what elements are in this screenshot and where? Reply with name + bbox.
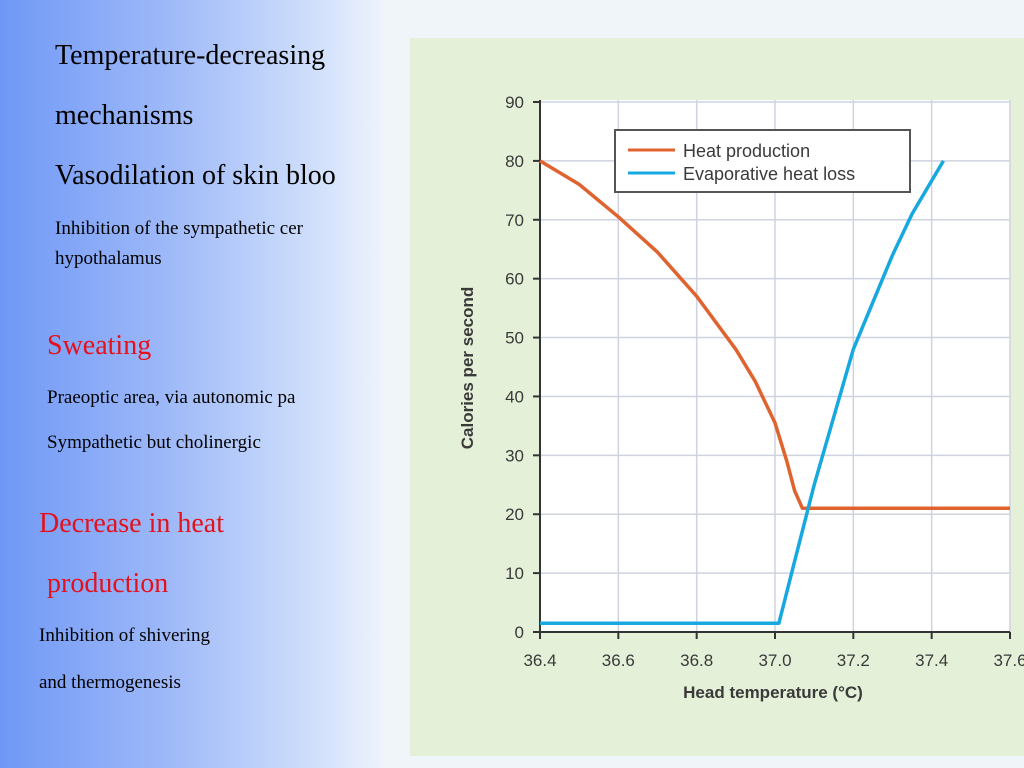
x-tick-label: 37.6 [993, 651, 1024, 670]
series-line-heat-production [539, 159, 1010, 511]
title-line-1: Temperature-decreasing [55, 40, 326, 71]
y-tick-label: 20 [505, 505, 524, 524]
decrease-heading-line-1: Decrease in heat [39, 508, 224, 539]
slide-text-column: Temperature-decreasing mechanisms Vasodi… [0, 0, 383, 768]
y-tick-labels: 0 10 20 30 40 50 60 70 80 90 [505, 93, 540, 642]
title-line-2: mechanisms [55, 100, 194, 131]
x-tick-labels: 36.4 36.6 36.8 37.0 37.2 37.4 37.6 [523, 632, 1024, 670]
y-tick-label: 40 [505, 387, 524, 406]
legend-label-heat-production: Heat production [683, 141, 810, 161]
y-axis-label: Calories per second [458, 287, 477, 450]
x-tick-label: 37.2 [837, 651, 870, 670]
legend-label-evaporative-heat-loss: Evaporative heat loss [683, 164, 855, 184]
legend-box [614, 129, 911, 193]
series-line-evaporative-heat-loss [540, 160, 945, 625]
x-tick-label: 36.6 [602, 651, 635, 670]
y-tick-label: 10 [505, 564, 524, 583]
series-lines [539, 159, 1010, 625]
x-tick-label: 37.0 [758, 651, 791, 670]
chart-svg: 0 10 20 30 40 50 60 70 80 90 36.4 36.6 36.8 37.0 37.2… [410, 38, 1024, 756]
decrease-heading-line-2: production [47, 568, 169, 599]
decrease-text-2: and thermogenesis [39, 672, 181, 693]
y-tick-label: 90 [505, 93, 524, 112]
y-tick-label: 80 [505, 152, 524, 171]
chart-figure: 0 10 20 30 40 50 60 70 80 90 36.4 36.6 36.8 37.0 37.2… [383, 0, 1024, 768]
x-axis-label: Head temperature (°C) [683, 683, 863, 702]
y-tick-label: 50 [505, 329, 524, 348]
sweating-heading: Sweating [47, 330, 152, 361]
y-tick-label: 60 [505, 270, 524, 289]
y-tick-label: 30 [505, 446, 524, 465]
decrease-text-1: Inhibition of shivering [39, 625, 210, 646]
legend: Heat production Evaporative heat loss [614, 129, 911, 193]
vasodilation-heading: Vasodilation of skin bloo [55, 160, 336, 191]
inhibition-text-line-2: hypothalamus [55, 248, 162, 269]
x-tick-label: 36.4 [523, 651, 556, 670]
y-tick-label: 0 [515, 623, 524, 642]
inhibition-text-line-1: Inhibition of the sympathetic cer [55, 218, 303, 239]
y-tick-label: 70 [505, 211, 524, 230]
sweating-text-2: Sympathetic but cholinergic [47, 432, 261, 453]
x-tick-label: 37.4 [915, 651, 948, 670]
x-tick-label: 36.8 [680, 651, 713, 670]
sweating-text-1: Praeoptic area, via autonomic pa [47, 387, 296, 408]
